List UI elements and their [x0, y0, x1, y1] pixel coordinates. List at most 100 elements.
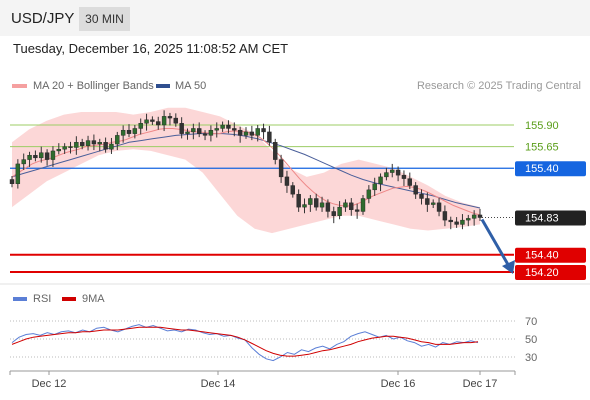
candle-body: [196, 128, 202, 134]
resistance-label: 155.90: [525, 120, 559, 132]
candle-body: [448, 219, 453, 223]
candle-body: [91, 140, 97, 145]
candle-body: [156, 121, 161, 126]
candle-body: [191, 128, 196, 133]
rsi-line: [11, 324, 479, 362]
candle-body: [79, 142, 85, 146]
resistance-label: 155.65: [525, 142, 559, 154]
candle-body: [349, 202, 354, 210]
candle-body: [27, 155, 32, 160]
candle-body: [243, 131, 249, 136]
candle-body: [319, 202, 325, 208]
timestamp: Tuesday, December 16, 2025 11:08:52 AM C…: [13, 41, 289, 56]
candle-body: [460, 219, 465, 225]
ma9-legend-swatch: [62, 297, 76, 301]
candle-body: [115, 135, 120, 145]
candle-body: [208, 129, 214, 136]
support-label: 154.20: [525, 267, 559, 279]
candle-body: [401, 174, 407, 179]
candle-body: [255, 128, 260, 136]
candle-body: [179, 123, 184, 134]
candle-body: [454, 221, 459, 225]
candle-body: [185, 131, 190, 134]
timeframe-button[interactable]: 30 MIN: [79, 7, 130, 31]
support-label-box: [515, 265, 586, 280]
candle-body: [267, 131, 272, 143]
candle-body: [477, 214, 483, 218]
candle-body: [436, 202, 442, 212]
candle-body: [378, 176, 383, 185]
candle-body: [278, 159, 284, 178]
candle-body: [302, 204, 307, 208]
candle-body: [68, 146, 73, 148]
candle-body: [296, 193, 301, 208]
forecast-arrow-head: [502, 260, 515, 274]
x-tick-label: Dec 12: [32, 378, 67, 390]
candle-body: [237, 129, 243, 136]
candle-body: [466, 218, 471, 221]
candle-body: [249, 131, 255, 136]
candle-body: [103, 142, 108, 150]
candle-body: [97, 142, 102, 145]
candle-body: [220, 124, 225, 129]
candle-body: [109, 143, 114, 150]
ma20-legend-swatch: [12, 84, 27, 88]
candle-body: [425, 198, 430, 205]
bollinger-band-area: [12, 107, 480, 234]
candle-body: [126, 129, 132, 134]
x-tick-label: Dec 14: [201, 378, 236, 390]
candle-body: [226, 124, 231, 129]
candle-body: [202, 133, 208, 136]
candle-body: [232, 128, 237, 131]
candle-body: [407, 178, 412, 186]
rsi-tick-label: 50: [525, 334, 537, 346]
support-label: 154.40: [525, 250, 559, 262]
candle-body: [62, 146, 67, 150]
candle-body: [331, 211, 336, 216]
candle-body: [85, 140, 91, 146]
candle-body: [44, 152, 50, 160]
candle-body: [214, 128, 219, 131]
candle-body: [314, 198, 319, 208]
candle-body: [74, 142, 79, 148]
pivot-label-box: [515, 161, 586, 177]
ma20-legend-label: MA 20 + Bollinger Bands: [33, 80, 154, 92]
candle-body: [413, 185, 418, 195]
rsi-ma-line: [11, 326, 479, 357]
candle-body: [167, 116, 173, 119]
candle-body: [325, 202, 331, 212]
ma50-legend-swatch: [156, 84, 170, 88]
ma9-legend-label: 9MA: [82, 293, 105, 305]
candle-body: [366, 189, 372, 199]
candle-body: [337, 206, 342, 216]
top-bar: USD/JPY 30 MIN: [0, 0, 590, 36]
candle-body: [33, 155, 38, 159]
candle-body: [354, 209, 360, 212]
forecast-arrow-shaft: [480, 218, 512, 269]
candle-body: [39, 152, 44, 159]
candle-body: [15, 163, 21, 184]
rsi-legend-label: RSI: [33, 293, 52, 305]
candle-body: [343, 202, 348, 208]
candle-body: [442, 211, 448, 221]
candle-body: [9, 179, 15, 185]
rsi-legend-swatch: [13, 297, 27, 301]
candle-body: [384, 172, 389, 178]
candle-body: [173, 117, 179, 124]
candle-body: [50, 150, 56, 160]
candle-body: [132, 128, 138, 134]
candle-body: [120, 129, 126, 136]
candle-body: [471, 214, 477, 219]
candle-body: [284, 176, 290, 186]
credit-text: Research © 2025 Trading Central: [416, 80, 581, 92]
x-tick-label: Dec 16: [381, 378, 416, 390]
ma50-legend-label: MA 50: [175, 80, 207, 92]
candle-body: [395, 169, 401, 176]
candle-body: [308, 198, 313, 205]
candle-body: [360, 198, 366, 212]
candle-body: [161, 116, 167, 126]
candle-body: [390, 169, 395, 173]
last-price-label: 154.83: [525, 213, 559, 225]
candle-body: [150, 119, 155, 122]
candle-body: [419, 193, 424, 199]
